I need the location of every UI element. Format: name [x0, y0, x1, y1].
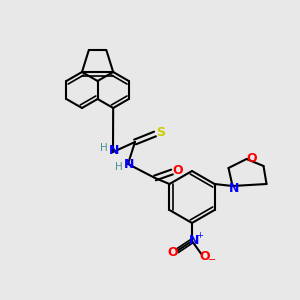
- Text: S: S: [157, 125, 166, 139]
- Text: −: −: [208, 255, 216, 265]
- Text: N: N: [229, 182, 240, 194]
- Text: H: H: [115, 162, 123, 172]
- Text: N: N: [189, 235, 199, 248]
- Text: N: N: [124, 158, 134, 170]
- Text: O: O: [200, 250, 210, 263]
- Text: H: H: [100, 143, 108, 153]
- Text: O: O: [246, 152, 257, 164]
- Text: O: O: [173, 164, 183, 178]
- Text: O: O: [168, 247, 178, 260]
- Text: +: +: [196, 232, 203, 241]
- Text: N: N: [109, 145, 119, 158]
